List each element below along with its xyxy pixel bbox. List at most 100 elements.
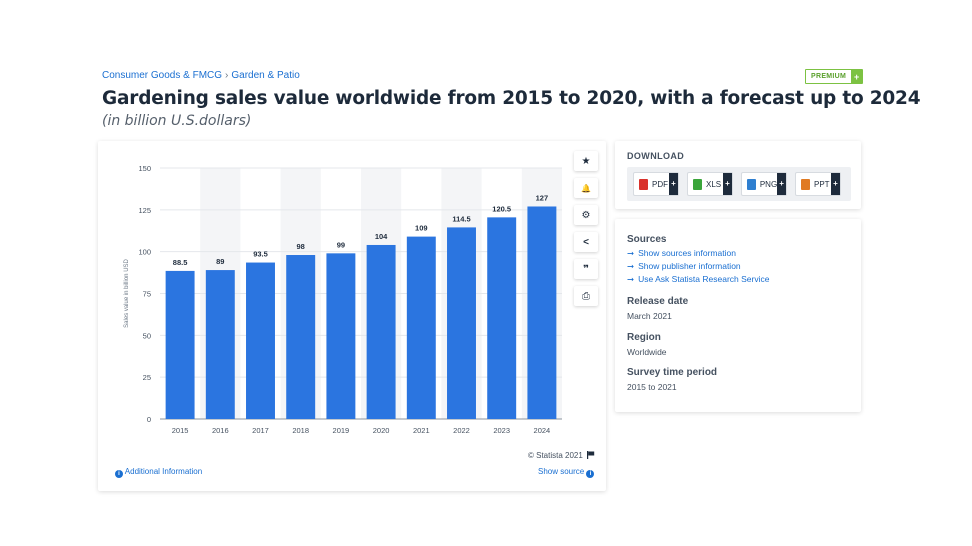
- arrow-right-icon: ➞: [627, 248, 635, 258]
- bar: [487, 217, 517, 419]
- survey-period-heading: Survey time period: [627, 367, 718, 378]
- y-tick-label: 150: [138, 164, 151, 173]
- download-png-button[interactable]: PNG +: [741, 172, 787, 196]
- data-label: 88.5: [173, 258, 188, 267]
- png-file-icon: [747, 178, 756, 190]
- download-title: DOWNLOAD: [627, 151, 685, 161]
- x-tick-label: 2016: [212, 426, 229, 435]
- breadcrumb-garden-patio[interactable]: Garden & Patio: [231, 70, 300, 81]
- download-png-label: PNG: [759, 179, 778, 189]
- download-xls-button[interactable]: XLS +: [687, 172, 733, 196]
- source-info-icon: i: [586, 470, 595, 478]
- print-icon[interactable]: ⎙: [574, 286, 598, 306]
- ask-statista-label: Use Ask Statista Research Service: [638, 274, 770, 284]
- show-source-label: Show source: [538, 467, 585, 476]
- breadcrumb-consumer-goods[interactable]: Consumer Goods & FMCG: [102, 70, 223, 81]
- bar: [326, 253, 356, 419]
- x-tick-label: 2022: [453, 426, 470, 435]
- data-label: 89: [216, 257, 224, 266]
- bar: [527, 206, 557, 419]
- bar: [246, 262, 275, 419]
- bar: [286, 255, 316, 419]
- y-tick-label: 125: [138, 206, 151, 215]
- arrow-right-icon: ➞: [627, 274, 635, 284]
- breadcrumb-separator: ›: [225, 70, 229, 81]
- download-pdf-label: PDF: [652, 179, 668, 189]
- favorite-star-icon[interactable]: ★: [574, 151, 598, 171]
- show-source-link[interactable]: Show source i: [538, 467, 595, 478]
- share-icon[interactable]: <: [574, 232, 598, 252]
- x-tick-label: 2024: [534, 426, 551, 435]
- show-publisher-label: Show publisher information: [638, 261, 741, 271]
- download-ppt-label: PPT: [814, 179, 830, 189]
- xls-file-icon: [693, 178, 702, 190]
- data-label: 93.5: [253, 250, 268, 259]
- data-label: 120.5: [492, 204, 511, 213]
- data-label: 99: [337, 240, 345, 249]
- download-pdf-button[interactable]: PDF +: [633, 172, 679, 196]
- ppt-file-icon: [801, 178, 810, 190]
- show-sources-label: Show sources information: [638, 248, 736, 258]
- download-card: DOWNLOAD PDF + XLS + PNG + PPT +: [615, 141, 861, 209]
- data-label: 109: [415, 224, 428, 233]
- y-axis-label: Sales value in billion USD: [124, 258, 130, 327]
- page-subtitle: (in billion U.S.dollars): [102, 113, 252, 129]
- x-tick-label: 2015: [172, 426, 189, 435]
- download-ppt-button[interactable]: PPT +: [795, 172, 841, 196]
- download-ppt-plus-icon: +: [831, 173, 840, 195]
- bar: [366, 244, 396, 419]
- data-label: 104: [375, 232, 388, 241]
- y-tick-label: 25: [143, 373, 151, 382]
- page-title: Gardening sales value worldwide from 201…: [102, 88, 921, 109]
- premium-label: PREMIUM: [811, 73, 847, 80]
- x-tick-label: 2021: [413, 426, 430, 435]
- download-xls-plus-icon: +: [723, 173, 732, 195]
- bar: [406, 236, 436, 419]
- region-heading: Region: [627, 332, 661, 343]
- info-icon: i: [115, 470, 123, 478]
- data-label: 127: [536, 193, 549, 202]
- x-tick-label: 2019: [333, 426, 350, 435]
- ask-statista-link[interactable]: ➞ Use Ask Statista Research Service: [627, 274, 769, 285]
- download-buttons: PDF + XLS + PNG + PPT +: [627, 167, 851, 201]
- y-tick-label: 0: [147, 415, 151, 424]
- flag-icon: [587, 451, 595, 459]
- cite-quote-icon[interactable]: ❞: [574, 259, 598, 279]
- bar: [165, 270, 195, 419]
- data-label: 98: [297, 242, 305, 251]
- region-value: Worldwide: [627, 347, 667, 357]
- release-date-heading: Release date: [627, 296, 689, 307]
- settings-gear-icon[interactable]: ⚙: [574, 205, 598, 225]
- survey-period-value: 2015 to 2021: [627, 382, 677, 392]
- premium-badge[interactable]: PREMIUM +: [805, 69, 864, 84]
- x-tick-label: 2018: [292, 426, 309, 435]
- x-tick-label: 2023: [493, 426, 510, 435]
- x-tick-label: 2020: [373, 426, 390, 435]
- bar: [205, 270, 235, 419]
- additional-information-label: Additional Information: [124, 467, 203, 476]
- release-date-value: March 2021: [627, 311, 672, 321]
- show-publisher-link[interactable]: ➞ Show publisher information: [627, 261, 741, 272]
- statistic-info-card: Sources ➞ Show sources information ➞ Show …: [615, 219, 861, 412]
- premium-plus-icon: +: [851, 70, 863, 83]
- show-sources-link[interactable]: ➞ Show sources information: [627, 248, 736, 259]
- pdf-file-icon: [639, 178, 648, 190]
- download-png-plus-icon: +: [777, 173, 786, 195]
- x-tick-label: 2017: [252, 426, 269, 435]
- download-pdf-plus-icon: +: [669, 173, 678, 195]
- bar: [447, 227, 476, 419]
- copyright-text: © Statista 2021: [528, 451, 583, 460]
- sources-heading: Sources: [627, 234, 667, 245]
- notification-bell-icon[interactable]: 🔔: [574, 178, 598, 198]
- chart-copyright: © Statista 2021: [528, 451, 595, 460]
- data-label: 114.5: [452, 214, 470, 223]
- chart-toolbar: ★ 🔔 ⚙ < ❞ ⎙: [574, 151, 598, 313]
- bar-chart: 0 25 50 75 100 125 150 88.5 2015 89 2016 93.5 2017 98…: [124, 164, 562, 435]
- download-xls-label: XLS: [706, 179, 722, 189]
- y-tick-label: 50: [143, 331, 151, 340]
- y-tick-label: 75: [143, 290, 151, 299]
- y-tick-label: 100: [138, 248, 151, 257]
- breadcrumb: Consumer Goods & FMCG › Garden & Patio: [102, 70, 300, 81]
- arrow-right-icon: ➞: [627, 261, 635, 271]
- additional-information-link[interactable]: i Additional Information: [115, 467, 202, 478]
